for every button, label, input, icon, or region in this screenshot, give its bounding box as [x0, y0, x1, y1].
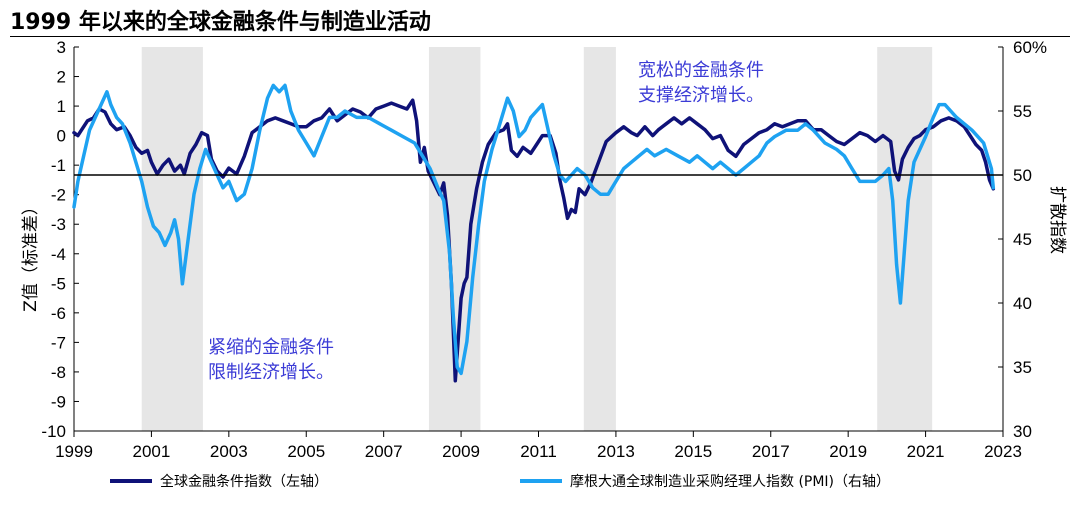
annotation-text: 限制经济增长。 [208, 362, 334, 383]
right-tick-label: 50 [1013, 166, 1032, 185]
shaded-period [583, 47, 616, 431]
left-tick-label: -6 [51, 304, 66, 323]
shaded-period [141, 47, 203, 431]
x-tick-label: 1999 [55, 442, 93, 461]
left-tick-label: -8 [51, 363, 66, 382]
x-tick-label: 2005 [287, 442, 325, 461]
left-tick-label: 1 [57, 97, 66, 116]
annotation-text: 支撑经济增长。 [638, 85, 764, 106]
y-right-label: 扩散指数 [1047, 186, 1067, 254]
series-line-1 [72, 98, 996, 383]
x-tick-label: 2023 [984, 442, 1022, 461]
series-line-2 [72, 83, 996, 376]
annotation-text: 宽松的金融条件 [638, 60, 764, 81]
x-tick-label: 2019 [829, 442, 867, 461]
left-tick-label: -5 [51, 274, 66, 293]
right-tick-label: 55 [1013, 102, 1032, 121]
x-tick-label: 2021 [907, 442, 945, 461]
x-tick-label: 2007 [365, 442, 403, 461]
legend-label: 摩根大通全球制造业采购经理人指数 (PMI)（右轴） [570, 473, 890, 490]
title-rule [10, 36, 1070, 37]
right-tick-label: 60% [1013, 38, 1047, 57]
x-tick-label: 2009 [442, 442, 480, 461]
x-tick-label: 2013 [597, 442, 635, 461]
annotation-text: 紧缩的金融条件 [208, 337, 334, 358]
legend-label: 全球金融条件指数（左轴） [160, 473, 328, 490]
left-tick-label: -9 [51, 392, 66, 411]
chart-title: 1999 年以来的全球金融条件与制造业活动 [10, 10, 431, 35]
right-tick-label: 35 [1013, 358, 1032, 377]
left-tick-label: -1 [51, 156, 66, 175]
left-tick-label: -4 [51, 245, 66, 264]
left-tick-label: -2 [51, 186, 66, 205]
left-tick-label: -7 [51, 333, 66, 352]
left-tick-label: 2 [57, 68, 66, 87]
y-left-label: Z值（标准差） [21, 198, 41, 312]
left-tick-label: 3 [57, 38, 66, 57]
left-tick-label: -3 [51, 215, 66, 234]
x-tick-label: 2003 [210, 442, 248, 461]
x-tick-label: 2015 [674, 442, 712, 461]
right-tick-label: 45 [1013, 230, 1032, 249]
x-tick-label: 2001 [133, 442, 171, 461]
left-tick-label: -10 [41, 422, 66, 441]
x-tick-label: 2017 [752, 442, 790, 461]
x-tick-label: 2011 [520, 442, 557, 461]
right-tick-label: 30 [1013, 422, 1032, 441]
left-tick-label: 0 [57, 127, 66, 146]
right-tick-label: 40 [1013, 294, 1032, 313]
